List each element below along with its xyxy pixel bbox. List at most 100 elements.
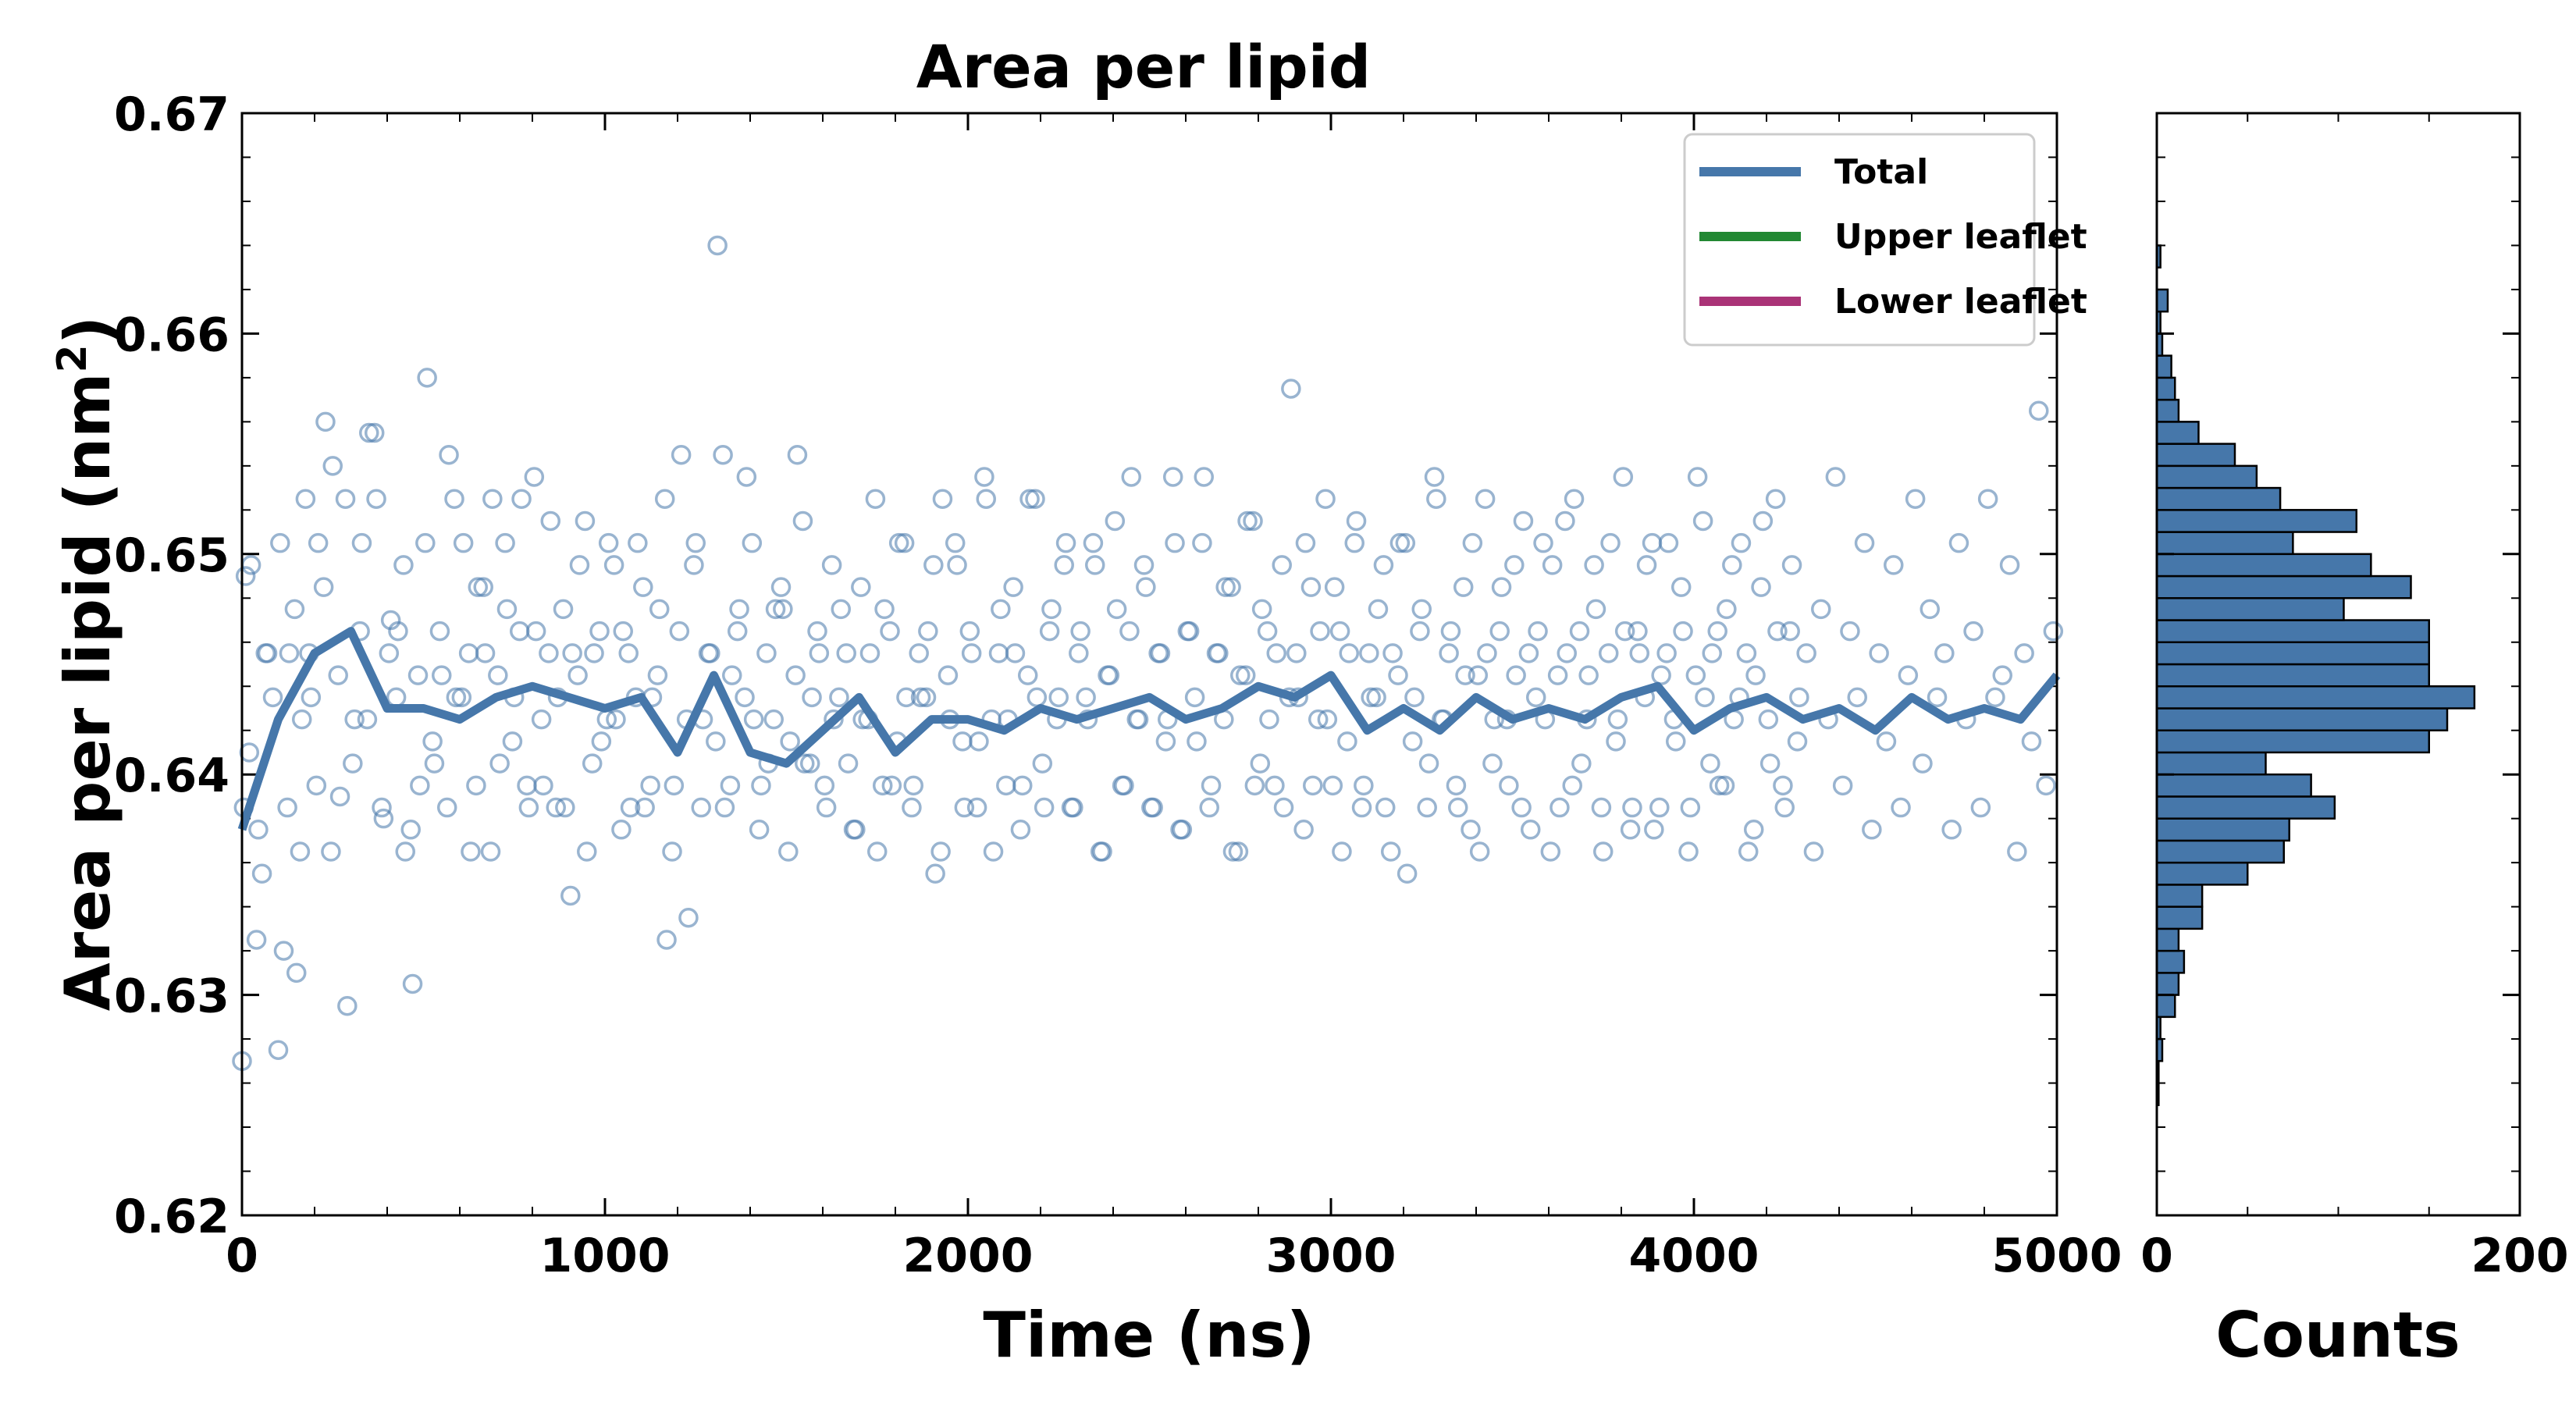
scatter-point [1332, 841, 1352, 862]
scatter-point [286, 962, 307, 984]
legend-box [1683, 133, 2036, 347]
scatter-point [1781, 555, 1802, 575]
scatter-point [1687, 467, 1708, 487]
histogram-bar [2155, 817, 2290, 842]
scatter-point [1934, 643, 1955, 663]
scatter-point [1555, 510, 1575, 532]
scatter-point [727, 621, 748, 642]
scatter-point [1148, 643, 1169, 663]
scatter-point [1354, 775, 1374, 796]
scatter-point [496, 599, 518, 620]
scatter-point [246, 930, 267, 950]
scatter-point [1736, 643, 1757, 663]
scatter-point [251, 863, 272, 884]
scatter-point [1303, 775, 1323, 796]
scatter-point [1803, 841, 1824, 862]
scatter-point [393, 555, 414, 575]
scatter-point [518, 797, 539, 818]
scatter-point [1228, 841, 1249, 862]
scatter-point [1201, 775, 1222, 796]
scatter-point [560, 885, 581, 906]
scatter-point [1317, 709, 1338, 730]
scatter-point [1591, 797, 1612, 818]
histogram-bar [2155, 619, 2430, 644]
scatter-point [1670, 577, 1692, 597]
scatter-point [603, 555, 624, 575]
legend-label-total: Total [1834, 152, 1928, 192]
scatter-point [756, 643, 777, 663]
scatter-point [343, 753, 363, 774]
histogram-bar [2155, 398, 2180, 423]
scatter-point [1448, 797, 1468, 818]
scatter-point [531, 709, 552, 730]
scatter-point [656, 930, 677, 950]
scatter-point [618, 643, 639, 663]
scatter-point [1351, 797, 1372, 818]
scatter-point [1315, 489, 1336, 509]
scatter-point [424, 753, 445, 774]
scatter-point [1061, 797, 1082, 818]
scatter-point [1411, 599, 1432, 620]
scatter-point [888, 532, 909, 553]
scatter-point [1832, 775, 1853, 796]
scatter-point [502, 731, 523, 752]
histogram-bar [2155, 795, 2336, 820]
scatter-point [315, 411, 336, 432]
scatter-point [2021, 731, 2042, 752]
scatter-point [1439, 643, 1459, 663]
scatter-point [1521, 820, 1541, 840]
scatter-point [357, 709, 378, 730]
scatter-point [555, 797, 575, 818]
scatter-point [894, 532, 915, 553]
histogram-bar [2155, 288, 2169, 313]
scatter-point [720, 775, 741, 796]
scatter-point [1717, 599, 1737, 620]
scatter-point [1025, 489, 1045, 509]
scatter-point [1076, 687, 1096, 708]
scatter-point [881, 775, 902, 796]
scatter-point [415, 532, 436, 553]
legend: Total Upper leaflet Lower leaflet [1683, 133, 2087, 347]
scatter-point [1295, 532, 1316, 553]
histogram-bar [2155, 663, 2430, 688]
histogram-bar [2155, 707, 2449, 731]
scatter-point [277, 797, 297, 818]
scatter-point [743, 709, 764, 730]
scatter-point [640, 775, 660, 796]
scatter-point [1070, 621, 1091, 642]
scatter-point [591, 731, 612, 752]
scatter-point [1506, 665, 1526, 685]
scatter-point [1884, 555, 1904, 575]
scatter-point [475, 643, 496, 663]
scatter-point [1642, 532, 1663, 553]
scatter-point [468, 577, 488, 597]
scatter-point [1513, 510, 1534, 532]
scatter-point [524, 467, 545, 487]
scatter-point [1789, 687, 1809, 708]
scatter-point [582, 753, 603, 774]
scatter-point [829, 687, 849, 708]
scatter-point [568, 665, 588, 685]
scatter-point [1927, 687, 1948, 708]
y-axis-label-superscript: 2 [49, 344, 96, 372]
scatter-point [1105, 510, 1126, 532]
histogram-bar [2155, 641, 2430, 666]
scatter-point [872, 775, 893, 796]
scatter-point [1453, 577, 1474, 597]
scatter-point [1709, 775, 1730, 796]
scatter-point [1707, 621, 1727, 642]
scatter-point [290, 841, 311, 862]
histogram-bar [2155, 751, 2267, 776]
scatter-point [2043, 621, 2064, 642]
scatter-point [1235, 665, 1256, 685]
scatter-point [1337, 731, 1357, 752]
scatter-points [232, 235, 2064, 1072]
scatter-point [1237, 510, 1258, 532]
scatter-point [1083, 532, 1104, 553]
scatter-point [678, 908, 699, 928]
scatter-point [546, 797, 566, 818]
scatter-point [938, 665, 959, 685]
scatter-point [2036, 775, 2056, 796]
scatter-point [991, 599, 1011, 620]
